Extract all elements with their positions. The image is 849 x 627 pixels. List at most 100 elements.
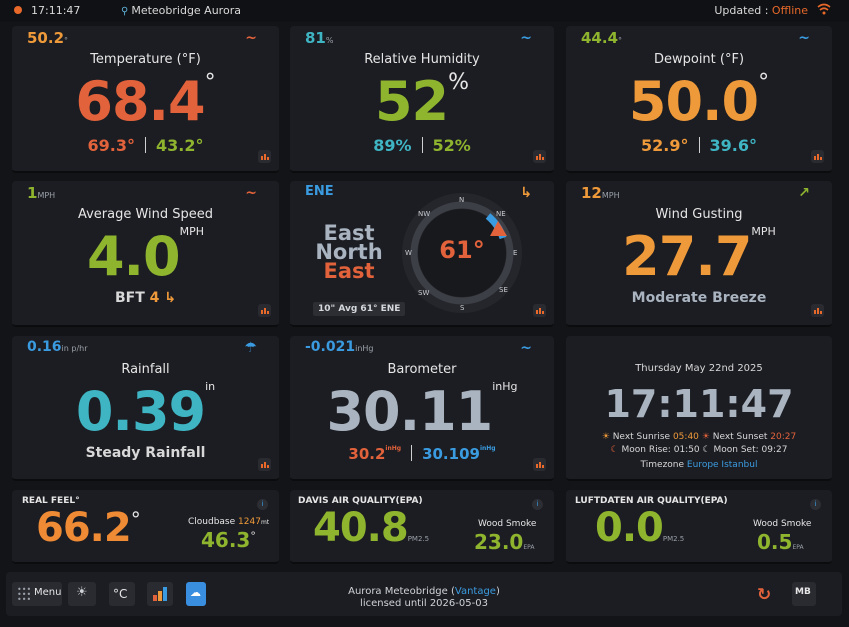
moon-times: ☾ Moon Rise: 01:50 ☾ Moon Set: 09:27: [610, 445, 788, 455]
units-label: °C: [113, 587, 128, 601]
clock-time: 17:11:47: [604, 382, 794, 426]
chart-icon[interactable]: [533, 150, 546, 163]
moonrise-icon: ☾: [610, 445, 619, 455]
chart-icon[interactable]: [533, 458, 546, 471]
wind-sock-icon: ↳: [164, 290, 177, 306]
chart-icon[interactable]: [258, 150, 271, 163]
menu-button[interactable]: ••• ••• ••• Menu: [12, 582, 62, 606]
date-label: Thursday May 22nd 2025: [635, 363, 763, 374]
humidity-high-low: 89% 52%: [373, 136, 471, 155]
top-time: 17:11:47: [31, 4, 81, 17]
dewpoint-title: Dewpoint (°F): [653, 52, 745, 67]
luft-aq-title: LUFTDATEN AIR QUALITY(EPA): [575, 496, 728, 506]
rain-title: Rainfall: [121, 362, 170, 377]
info-icon[interactable]: i: [532, 499, 543, 510]
mb-label: MB: [795, 587, 811, 597]
bottom-bar: ••• ••• ••• Menu ☀ °C ☁ Aurora Meteobridge…: [6, 572, 842, 616]
info-icon[interactable]: i: [257, 499, 268, 510]
real-feel-tile[interactable]: REAL FEEL° i 66.2° Cloudbase 1247mt 46.3…: [12, 490, 279, 564]
dewpoint-high-low: 52.9° 39.6°: [641, 136, 757, 155]
luft-smoke-label: Wood Smoke: [753, 519, 812, 529]
dewpoint-tile[interactable]: 44.4° ~ Dewpoint (°F) 50.0° 52.9° 39.6°: [566, 26, 832, 173]
beaufort: BFT 4 ↳: [114, 290, 177, 306]
sunrise-icon: ☀: [601, 432, 610, 442]
wind-speed-title: Average Wind Speed: [77, 207, 214, 222]
humidity-title: Relative Humidity: [364, 52, 480, 67]
offline-badge: Offline: [771, 4, 808, 17]
timezone: Timezone Europe Istanbul: [640, 460, 758, 470]
updated-label: Updated :: [714, 4, 769, 17]
chart-icon[interactable]: [811, 304, 824, 317]
wind-direction-degrees: 61°: [439, 236, 485, 264]
chart-icon[interactable]: [811, 150, 824, 163]
station-label: Meteobridge Aurora: [131, 4, 241, 17]
temperature-today-value: 50.2°: [27, 29, 69, 47]
forecast-button[interactable]: ☁: [186, 582, 206, 606]
barometer-tile[interactable]: -0.021inHg ~ Barometer 30.11inHg 30.2inH…: [290, 336, 554, 481]
rainfall-tile[interactable]: 0.16in p/hr ☂ Rainfall 0.39in Steady Rai…: [12, 336, 279, 481]
gust-max-value: 12MPH: [581, 184, 620, 202]
barometer-high-low: 30.2inHg 30.109inHg: [348, 445, 496, 463]
cloudbase-temp: 46.3°: [201, 528, 256, 552]
davis-smoke-label: Wood Smoke: [478, 519, 537, 529]
trend-icon: ~: [798, 30, 810, 46]
trend-icon: ↗: [798, 185, 810, 201]
trend-icon: ~: [245, 185, 257, 201]
location-pin-icon: ⚲: [121, 6, 129, 17]
wind-avg-badge: 10" Avg 61° ENE: [313, 302, 406, 316]
units-button[interactable]: °C: [109, 582, 135, 606]
info-icon[interactable]: i: [810, 499, 821, 510]
wind-speed-value: 4.0MPH: [86, 225, 205, 288]
gust-title: Wind Gusting: [655, 207, 743, 222]
temperature-high-low: 69.3° 43.2°: [87, 136, 204, 155]
wind-direction-tile[interactable]: ENE ↳ East North East N NE E SE S SW W N…: [290, 181, 554, 327]
rain-description: Steady Rainfall: [85, 445, 206, 461]
wifi-icon: [817, 3, 831, 15]
wind-direction-code: ENE: [305, 184, 334, 199]
refresh-icon[interactable]: ↻: [757, 585, 772, 605]
davis-smoke-value: 23.0EPA: [474, 530, 535, 554]
humidity-today-value: 81%: [305, 29, 334, 47]
top-bar: 17:11:47 ⚲ Meteobridge Aurora Updated : O…: [0, 0, 849, 22]
compass-marks: N NE E SE S SW W NW: [405, 196, 518, 312]
vantage-link[interactable]: Vantage: [454, 586, 496, 597]
cloudbase-label: Cloudbase 1247mt: [188, 517, 270, 527]
status-dot-icon: [14, 6, 22, 14]
chart-icon[interactable]: [258, 304, 271, 317]
umbrella-icon: ☂: [244, 340, 257, 356]
barometer-value: 30.11inHg: [326, 380, 518, 443]
theme-button[interactable]: ☀: [68, 582, 96, 606]
sunset-icon: ☀: [701, 432, 710, 442]
trend-icon: ~: [245, 30, 257, 46]
davis-air-quality-tile[interactable]: DAVIS AIR QUALITY(EPA) i 40.8PM2.5 Wood …: [290, 490, 554, 564]
gust-value: 27.7MPH: [622, 225, 776, 288]
trend-icon: ~: [520, 30, 532, 46]
rain-rate-value: 0.16in p/hr: [27, 339, 88, 355]
station-name[interactable]: ⚲ Meteobridge Aurora: [121, 4, 241, 17]
real-feel-title: REAL FEEL°: [22, 496, 80, 506]
dewpoint-value: 50.0°: [628, 70, 770, 133]
temperature-tile[interactable]: 50.2° ~ Temperature (°F) 68.4° 69.3° 43.2…: [12, 26, 279, 173]
wind-gust-tile[interactable]: 12MPH ↗ Wind Gusting 27.7MPH Moderate Br…: [566, 181, 832, 327]
chart-icon[interactable]: [533, 304, 546, 317]
footer-license: Aurora Meteobridge (Vantage) licensed un…: [348, 586, 500, 609]
luftdaten-air-quality-tile[interactable]: LUFTDATEN AIR QUALITY(EPA) i 0.0PM2.5 Wo…: [566, 490, 832, 564]
humidity-tile[interactable]: 81% ~ Relative Humidity 52% 89% 52%: [290, 26, 554, 173]
updated-status: Updated : Offline: [714, 4, 808, 17]
bar-chart-icon: [153, 587, 167, 601]
wind-speed-tile[interactable]: 1MPH ~ Average Wind Speed 4.0MPH BFT 4 ↳: [12, 181, 279, 327]
real-feel-value: 66.2°: [36, 505, 141, 551]
chart-icon[interactable]: [258, 458, 271, 471]
menu-label: Menu: [34, 587, 62, 598]
luft-smoke-value: 0.5EPA: [757, 530, 804, 554]
wind-direction-text: East North East: [315, 221, 383, 283]
luft-aq-value: 0.0PM2.5: [595, 505, 685, 551]
davis-aq-title: DAVIS AIR QUALITY(EPA): [298, 496, 423, 506]
wind-max-value: 1MPH: [27, 184, 56, 202]
mb-button[interactable]: MB: [792, 582, 816, 606]
davis-aq-value: 40.8PM2.5: [313, 505, 430, 551]
temperature-value: 68.4°: [75, 70, 216, 133]
temperature-title: Temperature (°F): [90, 52, 201, 67]
cloud-icon: ☁: [190, 586, 201, 599]
charts-button[interactable]: [147, 582, 173, 606]
